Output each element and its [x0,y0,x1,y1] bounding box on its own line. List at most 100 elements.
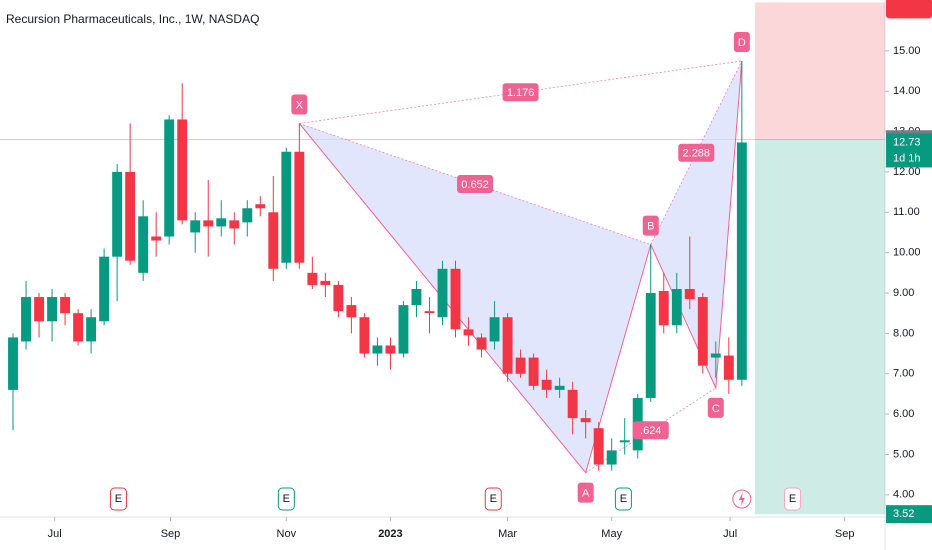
event-marker [109,487,127,511]
candle-body [619,440,630,443]
candle-body [60,297,71,314]
event-marker [277,487,295,511]
candle-body [385,345,396,354]
point-label: A [582,488,590,500]
candle-body [164,119,175,237]
y-tick-label: 5.00 [893,448,914,460]
pattern-fill [299,123,651,473]
candle-body [138,216,149,273]
ratio-box [678,143,715,162]
candle-body [606,450,617,465]
candle-body [21,297,31,342]
chart-title: Recursion Pharmaceuticals, Inc., 1W, NAS… [6,12,259,26]
candle-body [424,311,435,314]
candle-body [411,288,422,306]
y-tick-label: 9.00 [893,287,914,299]
candle-body [567,389,578,419]
ratio-box [632,421,669,440]
lightning [738,492,745,506]
point-label: C [712,403,720,415]
candle-body [229,220,240,229]
candle-body [190,220,201,233]
candle-body [554,385,565,390]
stop-badge [886,0,932,19]
event-label: E [283,493,290,505]
candle-body [463,329,474,336]
point-box [291,94,308,115]
candle-body [593,428,604,465]
last-price-badge: 12.73 [893,136,921,148]
y-tick-label: 7.00 [893,368,914,380]
ratio-box [502,83,539,102]
target-badge-bg [886,505,932,524]
ratio-label: .624 [640,425,661,437]
candle-body [437,268,448,318]
candle-body [710,353,721,358]
ratio-line [299,60,742,124]
candle-body [476,337,487,350]
candle-body [242,208,253,223]
candle-body [73,313,84,342]
candle-body [320,280,331,285]
y-tick-label: 14.00 [893,85,921,97]
ratio-label: 2.288 [683,148,711,160]
candle-body [359,317,370,354]
event-label: E [789,493,796,505]
x-tick-label: Nov [277,528,297,540]
candle-body [255,204,266,209]
candle-body [580,418,591,423]
candle-body [723,355,734,380]
candle-body [333,284,344,312]
candle-body [684,288,695,300]
candle-body [515,357,526,374]
point-box [577,482,594,503]
point-box [733,31,750,52]
pattern-fill [650,60,742,388]
y-tick-label: 11.00 [893,206,920,218]
candle-body [99,256,110,322]
ratio-label: 0.652 [461,179,489,191]
target-zone [754,139,885,515]
last-price-badge-bg [886,133,932,168]
point-box [707,397,724,418]
x-tick-label: 2023 [378,528,402,540]
candle-body [177,119,188,221]
x-tick-label: Jul [48,528,62,540]
candle-body [541,379,552,390]
x-tick-label: May [601,528,622,540]
candle-body [346,305,357,318]
point-label: X [296,99,304,111]
candle-body [47,297,58,322]
candle-body [294,151,305,263]
event-marker [614,487,632,511]
candle-body [736,142,747,380]
y-tick-label: 8.00 [893,327,914,339]
event-marker [784,487,802,511]
candle-body [268,212,279,269]
y-tick-label: 15.00 [893,45,921,57]
candle-body [450,268,461,330]
event-marker [484,487,502,511]
x-tick-label: Sep [161,528,181,540]
candle-body [86,317,97,342]
x-tick-label: Jul [723,528,737,540]
candle-body [112,171,123,257]
event-label: E [620,493,627,505]
target-badge: 3.52 [893,508,914,520]
ratio-label: 1.176 [507,87,535,99]
candle-body [645,293,656,398]
candle-body [398,305,409,354]
candle-body [281,151,292,263]
candle-body [307,272,318,285]
event-label: E [115,493,122,505]
candle-body [125,171,136,261]
point-label: D [738,37,746,49]
event-label: E [490,493,497,505]
candle-body [372,345,383,354]
y-tick-label: 6.00 [893,408,914,420]
candle-body [528,357,539,386]
candle-body [151,236,162,241]
point-box [642,215,659,236]
x-tick-label: Sep [835,528,855,540]
candle-body [502,317,513,374]
